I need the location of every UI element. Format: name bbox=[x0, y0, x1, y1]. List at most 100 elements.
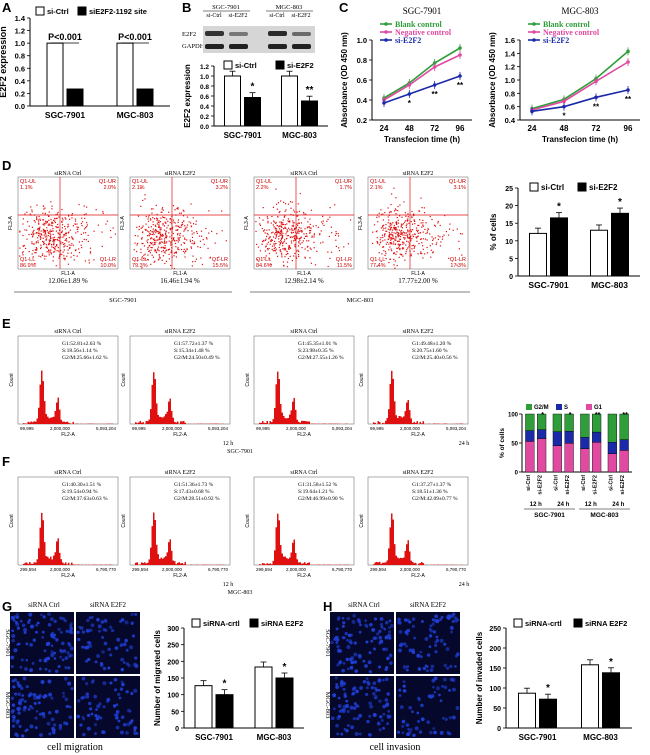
cell-nucleus bbox=[382, 704, 386, 709]
scatter-dot bbox=[279, 230, 282, 232]
cell-nucleus bbox=[11, 703, 16, 708]
scatter-dot bbox=[385, 223, 387, 226]
cell-nucleus bbox=[434, 643, 438, 648]
scatter-dot bbox=[71, 213, 73, 215]
histogram-bar bbox=[162, 417, 164, 424]
scatter-dot bbox=[387, 228, 389, 230]
cell-nucleus bbox=[402, 689, 407, 693]
scatter-dot bbox=[400, 254, 403, 256]
cell-nucleus bbox=[61, 616, 66, 621]
scatter-dot bbox=[40, 246, 42, 248]
cell-nucleus bbox=[449, 664, 453, 669]
scatter-dot bbox=[267, 233, 269, 236]
histogram-bar bbox=[66, 564, 68, 565]
scatter-dot bbox=[173, 237, 175, 239]
scatter-dot bbox=[395, 237, 397, 239]
scatter-dot bbox=[271, 232, 273, 234]
histogram-bar bbox=[382, 422, 384, 424]
scatter-dot bbox=[31, 243, 33, 245]
scatter-dot bbox=[419, 238, 422, 240]
cell-nucleus bbox=[399, 705, 404, 709]
scatter-dot bbox=[46, 236, 48, 238]
y-tick-label: 50 bbox=[511, 442, 518, 448]
scatter-dot bbox=[382, 219, 384, 221]
scatter-dot bbox=[64, 245, 66, 247]
scatter-dot bbox=[400, 225, 403, 227]
scatter-dot bbox=[163, 225, 166, 227]
scatter-dot bbox=[399, 238, 401, 240]
scatter-dot bbox=[58, 216, 60, 218]
cell-nucleus bbox=[85, 659, 88, 663]
y-tick-label: 0.0 bbox=[15, 102, 25, 111]
scatter-dot bbox=[385, 252, 387, 255]
scatter-dot bbox=[271, 215, 273, 218]
histogram-bar bbox=[156, 403, 158, 424]
scatter-dot bbox=[51, 246, 53, 248]
x-tick-label: 24 bbox=[528, 124, 537, 133]
scatter-dot bbox=[175, 256, 177, 258]
histogram-bar bbox=[166, 411, 168, 424]
histogram-bar bbox=[403, 416, 405, 424]
scatter-dot bbox=[68, 231, 70, 233]
x-axis-label: FL2-A bbox=[297, 432, 311, 438]
quadrant-lr-label: 17.3% bbox=[450, 263, 466, 269]
scatter-dot bbox=[30, 206, 32, 208]
scatter-dot bbox=[414, 223, 416, 225]
histogram-bar bbox=[53, 416, 55, 424]
scatter-dot bbox=[34, 263, 36, 265]
scatter-dot bbox=[297, 203, 299, 205]
cell-nucleus bbox=[41, 635, 45, 639]
scatter-dot bbox=[415, 237, 418, 239]
x-tick-label: SGC-7901 bbox=[519, 733, 557, 742]
scatter-dot bbox=[382, 213, 384, 215]
scatter-dot bbox=[401, 224, 403, 226]
histogram-bar bbox=[157, 554, 159, 565]
blot-band bbox=[292, 44, 311, 49]
scatter-dot bbox=[335, 245, 338, 247]
scatter-dot bbox=[44, 232, 47, 235]
cell-nucleus bbox=[104, 628, 108, 632]
cell-nucleus bbox=[411, 617, 416, 621]
y-tick-label: 0.0 bbox=[200, 124, 209, 131]
scatter-dot bbox=[310, 227, 312, 229]
scatter-dot bbox=[389, 229, 392, 231]
quadrant-ll-label: Q1-LL bbox=[20, 257, 35, 263]
y-tick-label: 1.0 bbox=[357, 36, 367, 45]
histogram-bar bbox=[172, 417, 174, 424]
scatter-dot bbox=[389, 233, 391, 236]
scatter-dot bbox=[298, 219, 300, 221]
scatter-dot bbox=[181, 225, 183, 227]
scatter-dot bbox=[47, 244, 50, 246]
cell-nucleus bbox=[341, 624, 345, 628]
scatter-dot bbox=[136, 226, 138, 228]
scatter-dot bbox=[155, 251, 157, 253]
scatter-dot bbox=[297, 230, 299, 232]
scatter-dot bbox=[296, 257, 298, 259]
group-label: SGC-7901 bbox=[227, 449, 253, 455]
histogram-bar bbox=[274, 408, 276, 424]
scatter-dot bbox=[155, 225, 157, 228]
cell-nucleus bbox=[454, 665, 457, 668]
legend-label: siRNA E2F2 bbox=[585, 619, 627, 628]
histogram-bar bbox=[404, 411, 406, 424]
scatter-dot bbox=[390, 241, 392, 244]
scatter-dot bbox=[36, 249, 38, 251]
histogram-bar bbox=[169, 398, 171, 424]
scatter-dot bbox=[404, 212, 406, 214]
scatter-dot bbox=[278, 226, 280, 228]
histogram-bar bbox=[284, 556, 286, 565]
scatter-dot bbox=[161, 208, 163, 210]
blot-band bbox=[268, 31, 287, 36]
caption: cell migration bbox=[47, 742, 103, 753]
scatter-dot bbox=[297, 222, 299, 224]
cell-nucleus bbox=[133, 726, 138, 730]
histogram-bar bbox=[299, 562, 301, 565]
scatter-dot bbox=[408, 237, 410, 239]
scatter-dot bbox=[376, 241, 378, 243]
scatter-dot bbox=[290, 236, 292, 238]
cycle-stat: G2/M:25.40±0.56 % bbox=[412, 355, 458, 361]
histogram-bar bbox=[65, 422, 67, 424]
scatter-dot bbox=[136, 244, 138, 246]
scatter-dot bbox=[307, 245, 309, 247]
scatter-dot bbox=[214, 242, 216, 244]
